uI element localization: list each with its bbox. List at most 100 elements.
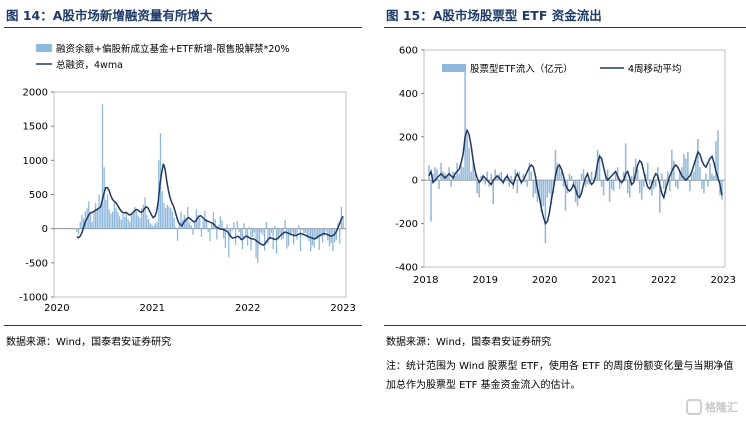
left-bar [175,226,177,229]
left-bar [289,228,291,236]
right-bar [632,167,635,181]
right-bar [428,165,430,181]
right-bar [634,158,637,181]
left-bar [311,228,314,246]
right-bar [570,175,573,181]
left-bar [294,228,296,237]
right-bar [510,175,513,181]
left-bar [149,223,151,229]
left-bar [262,228,264,235]
left-bar [333,228,336,243]
right-bar [600,180,603,187]
left-bar [166,204,168,229]
left-bar [275,228,278,254]
right-bar [492,180,494,205]
right-bar [642,180,645,187]
left-bar [124,217,126,229]
left-legend-line-label: 总融资，4wma [56,59,123,71]
left-bar [192,228,194,235]
left-legend-bar-label: 融资余额+偏股新成立基金+ETF新增-限售股解禁*20% [56,43,289,55]
left-bar [315,228,317,240]
right-bar [689,180,691,192]
right-bar [530,171,533,181]
left-bar [125,212,128,229]
right-bar [498,173,501,181]
left-bar [127,219,129,229]
left-bar [284,219,286,229]
left-bar [171,211,174,229]
right-bar [484,180,486,185]
right-legend: 股票型ETF流入（亿元） 4周移动平均 [442,63,682,75]
left-bar [299,228,302,252]
left-bar [178,224,180,229]
left-bar [269,228,271,239]
right-bar [663,180,665,189]
right-bar [560,171,563,181]
right-bar [681,167,683,181]
left-bar [252,228,254,237]
left-y-tick-label: -500 [25,258,48,269]
right-bar [480,175,482,181]
right-bar [430,180,432,222]
right-figure: 图 15：A股市场股票型 ETF 资金流出 -400 -200 0 200 400 600… [380,0,746,421]
right-bar [675,180,677,187]
right-plot-frame [423,49,726,268]
left-bar [318,228,320,250]
right-bar [532,180,535,198]
right-bar [653,180,655,189]
right-bar [701,180,703,189]
right-x-tick-label: 2021 [592,275,617,286]
left-bar [231,228,233,231]
right-bar [468,147,470,181]
left-source-divider [4,325,362,326]
left-x-tick-label: 2020 [44,303,69,314]
right-bar [582,169,585,181]
left-bar [211,222,213,229]
left-bar [200,228,203,237]
left-source-text: 数据来源：Wind，国泰君安证券研究 [6,337,172,348]
right-bar [638,180,641,194]
left-bar [77,228,80,235]
left-bar [76,228,78,233]
right-x-tick-label: 2018 [413,275,438,286]
right-bar [528,162,531,181]
right-bar [628,180,631,198]
left-bar [185,220,187,229]
left-bar [135,211,138,229]
right-bar [630,175,633,181]
right-bar [438,180,440,189]
right-bar [715,141,717,181]
right-bar [470,171,472,181]
right-bar [626,180,629,194]
right-bar [707,180,709,187]
right-bar [713,175,715,181]
left-bar [248,226,250,229]
right-bar [588,180,591,185]
right-title-divider [384,27,746,28]
right-bar [602,180,605,196]
right-bar [697,138,699,181]
left-bar [257,228,259,263]
left-bar [226,224,228,229]
left-x-tick-label: 2021 [140,303,165,314]
right-bar [640,180,643,200]
right-bar [568,173,571,181]
left-bar [316,228,319,239]
right-bar [474,173,476,181]
left-bar [322,228,324,243]
right-bar [687,151,689,181]
left-bar [279,228,281,235]
right-bar [542,180,545,207]
left-bar [79,221,81,229]
right-bar [644,173,647,181]
left-bar [83,218,85,229]
right-bar [550,180,553,205]
left-bar [304,228,307,233]
right-bar [673,160,675,181]
left-bar [240,228,242,240]
left-bar [161,191,163,229]
right-bar [482,178,484,181]
right-bar [496,175,498,181]
left-figure-title: 图 14：A股市场新增融资量有所增大 [6,8,213,23]
left-bar [190,225,192,229]
